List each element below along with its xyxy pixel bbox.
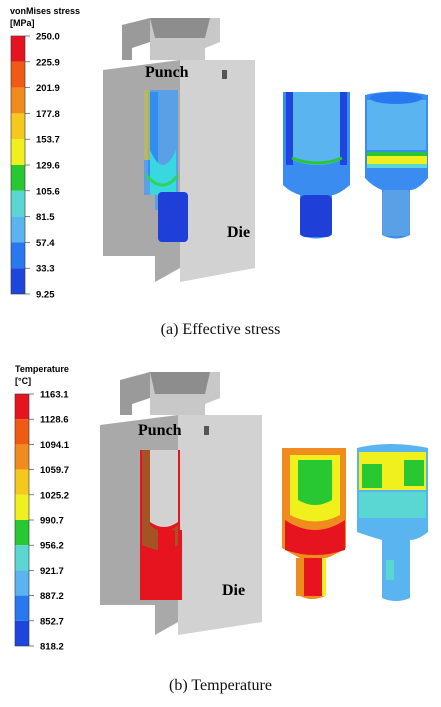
label-punch: Punch <box>138 422 182 439</box>
workpiece-external-temperature <box>357 444 428 601</box>
legend-tick-label: 1128.6 <box>40 415 69 426</box>
legend-tick-label: 81.5 <box>36 212 55 223</box>
legend-tick-label: 33.3 <box>36 264 55 275</box>
legend-swatch <box>11 36 25 62</box>
legend-tick-label: 887.2 <box>40 591 64 602</box>
legend-tick-label: 250.0 <box>36 32 60 43</box>
legend-tick-label: 9.25 <box>36 290 55 301</box>
die-section-cup <box>140 450 182 600</box>
legend-swatch <box>15 595 29 621</box>
legend-swatch <box>15 570 29 596</box>
legend-colorbar: 1163.1 1128.6 1094.1 1059.7 1025.2 990.7 956.2… <box>14 390 70 653</box>
legend-swatch <box>11 190 25 217</box>
legend-tick-label: 1094.1 <box>40 440 70 451</box>
legend-tick-label: 818.2 <box>40 642 64 653</box>
legend-tick-label: 990.7 <box>40 516 64 527</box>
legend-tick-label: 852.7 <box>40 616 64 627</box>
legend-unit: [°C] <box>15 376 31 386</box>
legend-unit: [MPa] <box>10 18 35 28</box>
legend-swatch <box>11 113 25 140</box>
legend-swatch <box>15 620 29 646</box>
legend-swatch <box>11 165 25 191</box>
legend-swatch <box>15 419 29 445</box>
legend-tick-label: 57.4 <box>36 238 55 249</box>
legend-tick-label: 201.9 <box>36 83 60 94</box>
legend-swatch <box>15 545 29 571</box>
legend-swatch <box>11 216 25 243</box>
legend-tick-label: 225.9 <box>36 57 60 68</box>
label-die: Die <box>227 224 250 241</box>
workpiece-section-stress <box>283 92 350 239</box>
legend-colorbar: 250.0 225.9 201.9 177.8 153.7 129.6 105.6 81.5 5… <box>10 32 60 301</box>
die-section-cup <box>144 90 188 242</box>
label-die: Die <box>222 582 245 599</box>
legend-tick-label: 153.7 <box>36 135 60 146</box>
legend-tick-label: 129.6 <box>36 161 60 172</box>
legend-swatch <box>15 469 29 495</box>
caption-b: (b) Temperature <box>169 677 272 694</box>
panel-temperature: Temperature [°C] 1163.1 1128.6 1094.1 1059.… <box>0 360 441 700</box>
legend-swatch <box>11 139 25 165</box>
figure-effective-stress: vonMises stress [MPa] 250.0 225.9 201.9 177… <box>10 6 428 301</box>
legend-title: vonMises stress <box>10 6 80 16</box>
legend-tick-label: 1163.1 <box>40 390 69 401</box>
legend-tick-label: 956.2 <box>40 541 64 552</box>
legend-swatch <box>15 394 29 420</box>
legend-tick-label: 921.7 <box>40 566 64 577</box>
legend-swatch <box>11 87 25 114</box>
workpiece-external-stress <box>365 91 428 239</box>
legend-title: Temperature <box>15 364 69 374</box>
figure-temperature: Temperature [°C] 1163.1 1128.6 1094.1 1059.… <box>14 364 428 653</box>
caption-a: (a) Effective stress <box>160 321 281 338</box>
legend-tick-label: 1025.2 <box>40 490 69 501</box>
workpiece-section-temperature <box>282 448 346 599</box>
legend-swatch <box>11 61 25 88</box>
legend-swatch <box>15 494 29 520</box>
legend-tick-label: 105.6 <box>36 186 60 197</box>
legend-swatch <box>15 444 29 470</box>
legend-tick-label: 177.8 <box>36 109 60 120</box>
legend-swatch <box>11 268 25 294</box>
legend-swatch <box>15 520 29 546</box>
legend-tick-label: 1059.7 <box>40 465 69 476</box>
die-body <box>103 18 255 282</box>
panel-effective-stress: vonMises stress [MPa] 250.0 225.9 201.9 177… <box>0 0 441 350</box>
legend-swatch <box>11 242 25 269</box>
label-punch: Punch <box>145 64 189 81</box>
